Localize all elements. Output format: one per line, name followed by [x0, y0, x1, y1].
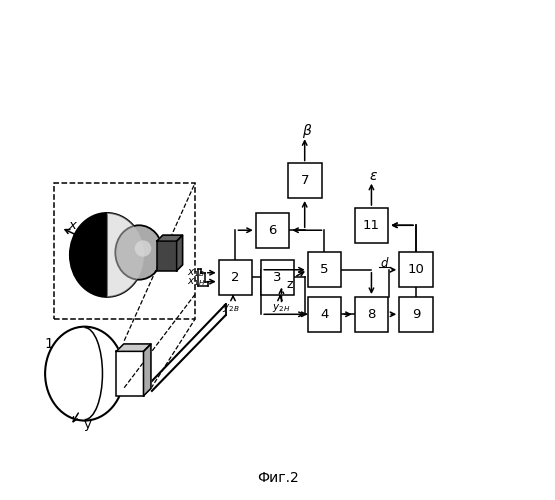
Text: 6: 6 [269, 224, 277, 236]
Ellipse shape [70, 213, 144, 297]
Text: z: z [286, 278, 293, 291]
PathPatch shape [70, 213, 107, 297]
Text: $x_{1B}$: $x_{1B}$ [187, 267, 205, 278]
Text: 10: 10 [407, 264, 425, 276]
Bar [307, 252, 341, 287]
Text: 7: 7 [300, 174, 309, 188]
Bar [399, 252, 433, 287]
Bar [399, 297, 433, 332]
Polygon shape [117, 344, 151, 352]
Bar [117, 352, 144, 396]
Ellipse shape [45, 326, 124, 420]
Polygon shape [176, 235, 183, 271]
Bar [219, 260, 253, 294]
Text: 9: 9 [412, 308, 420, 321]
Text: 5: 5 [320, 264, 329, 276]
Bar [54, 183, 195, 319]
PathPatch shape [107, 213, 144, 297]
Bar [157, 241, 176, 271]
Ellipse shape [115, 226, 163, 280]
Text: 11: 11 [363, 219, 380, 232]
Text: Фиг.2: Фиг.2 [256, 472, 299, 486]
Bar [261, 260, 294, 294]
Text: 4: 4 [320, 308, 329, 321]
Bar [355, 297, 388, 332]
Text: 3: 3 [273, 270, 282, 283]
Bar [307, 297, 341, 332]
Text: 1: 1 [44, 337, 53, 351]
Text: y: y [83, 418, 91, 430]
Text: 2: 2 [231, 270, 240, 283]
Polygon shape [144, 344, 151, 396]
Bar [256, 213, 289, 248]
Text: x: x [68, 219, 76, 232]
Polygon shape [157, 235, 183, 241]
Text: $y_{2H}$: $y_{2H}$ [273, 302, 291, 314]
Bar [288, 164, 321, 198]
Text: $\varepsilon$: $\varepsilon$ [370, 169, 379, 183]
Text: d: d [381, 258, 388, 270]
Text: $\beta$: $\beta$ [302, 122, 312, 140]
Text: $y_{2B}$: $y_{2B}$ [222, 302, 239, 314]
Ellipse shape [135, 240, 152, 256]
Bar [355, 208, 388, 242]
Text: $x_{1H}$: $x_{1H}$ [186, 276, 205, 287]
Text: 8: 8 [367, 308, 376, 321]
